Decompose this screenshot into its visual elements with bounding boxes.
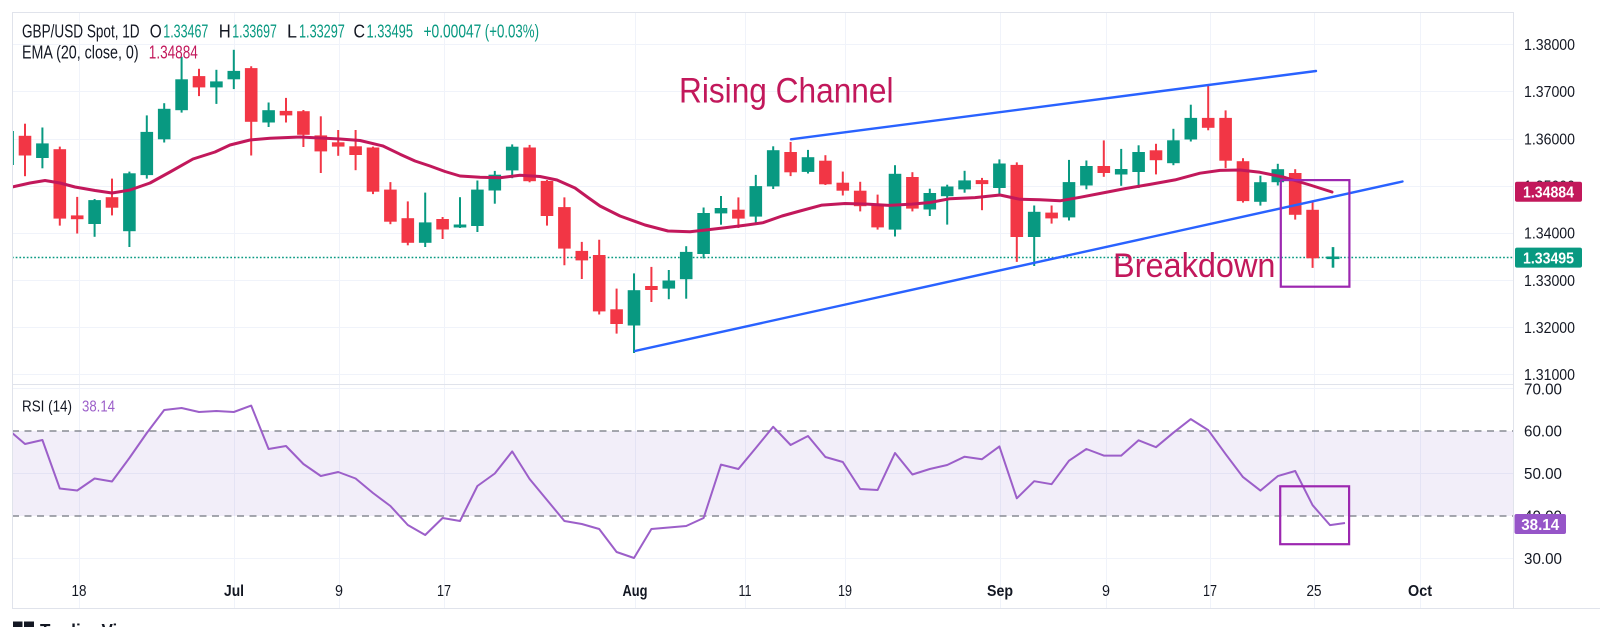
svg-text:TradingView: TradingView [40,620,141,627]
svg-text:1.33697: 1.33697 [232,22,276,42]
svg-text:C: C [354,22,366,42]
svg-text:17: 17 [437,583,451,600]
svg-text:1.34000: 1.34000 [1524,226,1575,243]
svg-text:1.33000: 1.33000 [1524,273,1575,290]
svg-text:Aug: Aug [623,583,648,600]
svg-text:1.37000: 1.37000 [1524,84,1575,101]
svg-text:Jul: Jul [224,583,244,600]
svg-text:1.33297: 1.33297 [299,22,345,42]
svg-text:1.32000: 1.32000 [1524,320,1575,337]
svg-text:50.00: 50.00 [1524,466,1562,483]
svg-text:9: 9 [335,583,343,600]
svg-text:1.33495: 1.33495 [367,22,414,42]
svg-text:+0.00047: +0.00047 [424,22,482,42]
svg-text:1.38000: 1.38000 [1524,37,1575,54]
svg-text:60.00: 60.00 [1524,424,1562,441]
svg-text:11: 11 [739,583,752,600]
svg-text:RSI (14): RSI (14) [22,399,72,416]
svg-text:38.14: 38.14 [82,399,115,416]
svg-text:O: O [150,22,162,42]
svg-text:Breakdown: Breakdown [1113,247,1276,285]
svg-text:1.31000: 1.31000 [1524,367,1575,384]
svg-text:70.00: 70.00 [1524,382,1562,399]
svg-text:25: 25 [1307,583,1322,600]
svg-text:1.34884: 1.34884 [149,43,198,63]
svg-text:(+0.03%): (+0.03%) [485,22,539,42]
svg-text:GBP/USD Spot, 1D: GBP/USD Spot, 1D [22,22,140,42]
svg-text:9: 9 [1102,583,1110,600]
svg-text:38.14: 38.14 [1521,517,1559,534]
svg-text:18: 18 [72,583,87,600]
svg-text:1.33495: 1.33495 [1523,250,1574,267]
svg-text:19: 19 [838,583,852,600]
svg-text:H: H [219,22,231,42]
svg-text:Oct: Oct [1408,583,1433,600]
svg-text:Rising Channel: Rising Channel [679,72,894,111]
svg-text:17: 17 [1203,583,1217,600]
svg-text:L: L [287,22,297,42]
svg-text:Sep: Sep [987,583,1013,600]
svg-text:EMA (20, close, 0): EMA (20, close, 0) [22,43,139,63]
svg-text:1.36000: 1.36000 [1524,131,1575,148]
svg-text:30.00: 30.00 [1524,551,1562,568]
svg-text:1.33467: 1.33467 [163,22,208,42]
svg-text:1.34884: 1.34884 [1523,185,1574,202]
